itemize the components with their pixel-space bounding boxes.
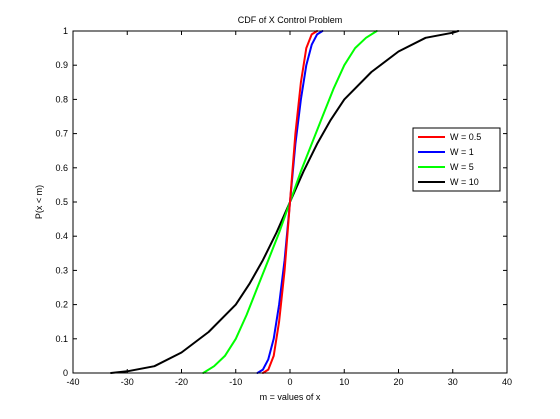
x-tick-label: -20	[175, 377, 188, 387]
x-tick-label: 40	[502, 377, 512, 387]
y-tick-label: 0.7	[55, 129, 68, 139]
x-tick-label: -30	[121, 377, 134, 387]
x-tick-label: -40	[66, 377, 79, 387]
y-tick-label: 0.2	[55, 300, 68, 310]
plot-frame	[72, 30, 508, 374]
y-axis-label: P(x < m)	[34, 185, 44, 219]
x-tick-label: 30	[448, 377, 458, 387]
legend-label: W = 0.5	[450, 132, 481, 142]
legend-label: W = 10	[450, 177, 479, 187]
y-tick-label: 0.1	[55, 334, 68, 344]
x-axis-ticks: -40 -30 -20 -10 0 10 20 30 40	[66, 31, 512, 387]
chart-title: CDF of X Control Problem	[238, 15, 343, 25]
series-lines	[110, 30, 460, 374]
x-tick-label: 20	[393, 377, 403, 387]
series-line-1	[261, 30, 319, 374]
y-tick-label: 1	[63, 26, 68, 36]
legend-label: W = 1	[450, 147, 474, 157]
x-axis-label: m = values of x	[260, 392, 321, 402]
series-line-4	[110, 30, 460, 374]
y-tick-label: 0.4	[55, 231, 68, 241]
y-tick-label: 0.3	[55, 265, 68, 275]
legend-label: W = 5	[450, 162, 474, 172]
legend-box	[412, 127, 501, 192]
x-tick-label: 0	[287, 377, 292, 387]
y-axis-ticks: 0 0.1 0.2 0.3 0.4 0.5 0.6 0.7 0.8 0.9 1	[55, 26, 507, 378]
y-tick-label: 0.6	[55, 163, 68, 173]
y-tick-label: 0.8	[55, 94, 68, 104]
y-tick-label: 0	[63, 368, 68, 378]
legend: W = 0.5 W = 1 W = 5 W = 10	[412, 127, 501, 192]
y-tick-label: 0.9	[55, 60, 68, 70]
x-tick-label: -10	[229, 377, 242, 387]
x-tick-label: 10	[339, 377, 349, 387]
y-tick-label: 0.5	[55, 197, 68, 207]
